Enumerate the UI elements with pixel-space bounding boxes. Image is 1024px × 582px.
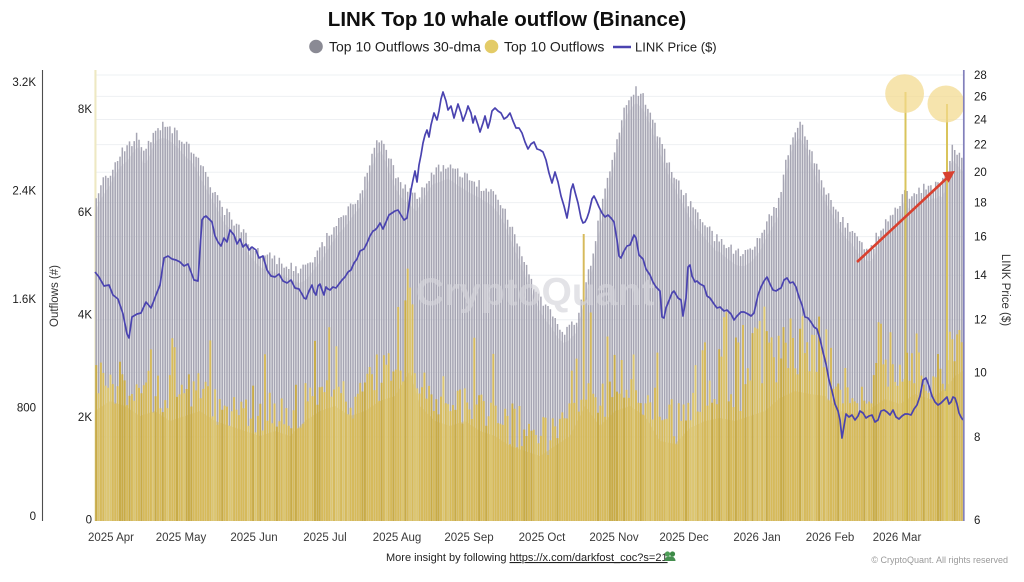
svg-text:6K: 6K bbox=[78, 207, 92, 219]
svg-text:0: 0 bbox=[86, 515, 92, 527]
svg-text:2025 Nov: 2025 Nov bbox=[589, 532, 638, 544]
svg-text:© CryptoQuant. All rights rese: © CryptoQuant. All rights reserved bbox=[871, 555, 1008, 565]
svg-text:8K: 8K bbox=[78, 104, 92, 116]
svg-text:4K: 4K bbox=[78, 310, 92, 322]
svg-text:2025 Oct: 2025 Oct bbox=[519, 532, 566, 544]
svg-text:8: 8 bbox=[974, 432, 980, 444]
svg-text:Outflows (#): Outflows (#) bbox=[49, 265, 61, 327]
svg-text:CryptoQuant: CryptoQuant bbox=[416, 271, 654, 314]
svg-text:12: 12 bbox=[974, 315, 987, 327]
svg-text:More insight by following http: More insight by following https://x.com/… bbox=[386, 552, 668, 564]
svg-text:LINK Top 10 whale outflow (Bin: LINK Top 10 whale outflow (Binance) bbox=[328, 8, 686, 31]
svg-text:2K: 2K bbox=[78, 412, 92, 424]
svg-text:10: 10 bbox=[974, 367, 987, 379]
svg-text:LINK Price ($): LINK Price ($) bbox=[999, 254, 1011, 326]
svg-text:20: 20 bbox=[974, 167, 987, 179]
svg-text:2025 Jun: 2025 Jun bbox=[230, 532, 277, 544]
svg-text:0: 0 bbox=[30, 511, 36, 523]
svg-text:26: 26 bbox=[974, 91, 987, 103]
svg-text:2025 Apr: 2025 Apr bbox=[88, 532, 134, 544]
svg-text:14: 14 bbox=[974, 270, 987, 282]
svg-text:22: 22 bbox=[974, 140, 987, 152]
svg-text:LINK Price ($): LINK Price ($) bbox=[635, 40, 717, 55]
svg-text:2025 May: 2025 May bbox=[156, 532, 207, 544]
svg-text:2026 Mar: 2026 Mar bbox=[873, 532, 922, 544]
svg-text:2.4K: 2.4K bbox=[12, 186, 36, 198]
svg-text:Top 10 Outflows: Top 10 Outflows bbox=[504, 39, 604, 55]
svg-text:2025 Sep: 2025 Sep bbox=[444, 532, 493, 544]
svg-text:800: 800 bbox=[17, 403, 36, 415]
svg-text:3.2K: 3.2K bbox=[12, 77, 36, 89]
svg-text:16: 16 bbox=[974, 232, 987, 244]
svg-text:18: 18 bbox=[974, 198, 987, 210]
svg-text:Top 10 Outflows 30-dma: Top 10 Outflows 30-dma bbox=[329, 39, 481, 55]
svg-text:2026 Jan: 2026 Jan bbox=[733, 532, 780, 544]
svg-text:24: 24 bbox=[974, 115, 987, 127]
svg-text:2026 Feb: 2026 Feb bbox=[806, 532, 855, 544]
svg-text:2025 Aug: 2025 Aug bbox=[373, 532, 422, 544]
svg-text:2025 Jul: 2025 Jul bbox=[303, 532, 346, 544]
svg-text:28: 28 bbox=[974, 70, 987, 82]
svg-text:2025 Dec: 2025 Dec bbox=[659, 532, 708, 544]
svg-text:6: 6 bbox=[974, 515, 980, 527]
svg-text:1.6K: 1.6K bbox=[12, 294, 36, 306]
